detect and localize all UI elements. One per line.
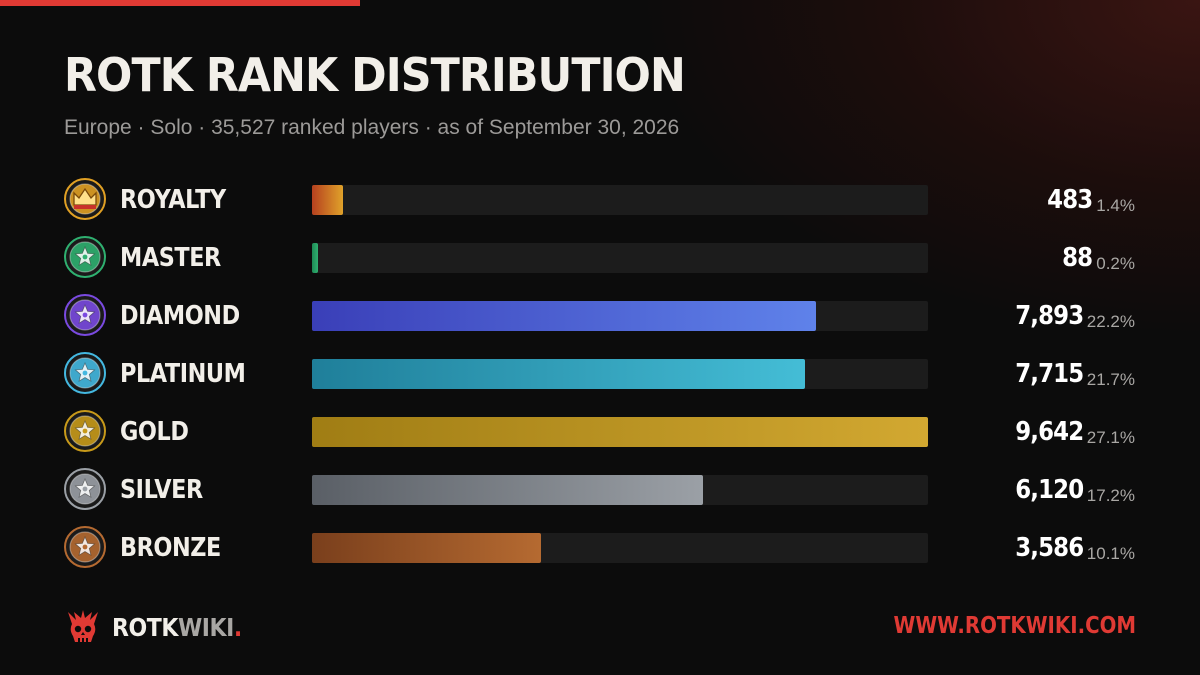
rank-label: SILVER bbox=[120, 475, 203, 505]
logo-wordmark: ROTKWIKI. bbox=[112, 612, 242, 644]
platinum-emblem-icon bbox=[64, 352, 106, 394]
percent-label: 10.1% bbox=[1086, 544, 1135, 563]
logo-text-dot: . bbox=[233, 613, 242, 642]
player-count-label: 88 bbox=[1062, 243, 1093, 273]
rank-stat: 88 0.2% bbox=[1058, 238, 1135, 278]
bar-diamond bbox=[312, 301, 817, 331]
rank-row-gold: GOLD 9,642 27.1% bbox=[0, 410, 1200, 452]
percent-label: 21.7% bbox=[1086, 370, 1135, 389]
rank-stat: 7,893 22.2% bbox=[1006, 296, 1135, 336]
player-count-label: 7,893 bbox=[1014, 301, 1084, 331]
demon-skull-icon bbox=[68, 610, 98, 642]
rank-label: MASTER bbox=[120, 243, 221, 273]
bar-royalty bbox=[312, 185, 343, 215]
player-count-label: 9,642 bbox=[1014, 417, 1084, 447]
rank-stat: 9,642 27.1% bbox=[1006, 412, 1135, 452]
bar-bronze bbox=[312, 533, 542, 563]
footer-url-link[interactable]: WWW.ROTKWIKI.COM bbox=[893, 613, 1136, 639]
rank-stat: 3,586 10.1% bbox=[1006, 528, 1135, 568]
bar-track bbox=[312, 475, 928, 505]
percent-label: 0.2% bbox=[1096, 254, 1135, 273]
crown-icon bbox=[64, 178, 106, 220]
top-accent-bar bbox=[0, 0, 360, 6]
diamond-emblem-icon bbox=[64, 294, 106, 336]
chart-subtitle: Europe · Solo · 35,527 ranked players · … bbox=[64, 116, 680, 139]
bronze-emblem-icon bbox=[64, 526, 106, 568]
rank-label: DIAMOND bbox=[120, 301, 240, 331]
bar-track bbox=[312, 359, 928, 389]
bar-silver bbox=[312, 475, 703, 505]
player-count-label: 6,120 bbox=[1014, 475, 1084, 505]
rank-label: ROYALTY bbox=[120, 185, 226, 215]
logo-text-rotk: ROTK bbox=[112, 613, 178, 642]
rank-stat: 483 1.4% bbox=[1041, 180, 1135, 220]
rank-label: PLATINUM bbox=[120, 359, 246, 389]
percent-label: 22.2% bbox=[1086, 312, 1135, 331]
percent-label: 27.1% bbox=[1086, 428, 1135, 447]
logo-text-wiki: WIKI bbox=[177, 613, 234, 642]
rank-row-master: MASTER 88 0.2% bbox=[0, 236, 1200, 278]
rank-row-silver: SILVER 6,120 17.2% bbox=[0, 468, 1200, 510]
master-emblem-icon bbox=[64, 236, 106, 278]
rank-row-royalty: ROYALTY 483 1.4% bbox=[0, 178, 1200, 220]
player-count-label: 3,586 bbox=[1014, 533, 1084, 563]
bar-track bbox=[312, 417, 928, 447]
rank-label: GOLD bbox=[120, 417, 189, 447]
percent-label: 17.2% bbox=[1086, 486, 1135, 505]
bar-track bbox=[312, 243, 928, 273]
gold-emblem-icon bbox=[64, 410, 106, 452]
bar-track bbox=[312, 185, 928, 215]
rank-row-bronze: BRONZE 3,586 10.1% bbox=[0, 526, 1200, 568]
chart-title: ROTK RANK DISTRIBUTION bbox=[64, 48, 686, 102]
bar-track bbox=[312, 301, 928, 331]
rank-stat: 6,120 17.2% bbox=[1006, 470, 1135, 510]
silver-emblem-icon bbox=[64, 468, 106, 510]
rank-row-platinum: PLATINUM 7,715 21.7% bbox=[0, 352, 1200, 394]
bar-track bbox=[312, 533, 928, 563]
percent-label: 1.4% bbox=[1096, 196, 1135, 215]
player-count-label: 483 bbox=[1047, 185, 1093, 215]
bar-platinum bbox=[312, 359, 805, 389]
rank-stat: 7,715 21.7% bbox=[1006, 354, 1135, 394]
rank-row-diamond: DIAMOND 7,893 22.2% bbox=[0, 294, 1200, 336]
player-count-label: 7,715 bbox=[1014, 359, 1084, 389]
bar-gold bbox=[312, 417, 928, 447]
rank-label: BRONZE bbox=[120, 533, 221, 563]
bar-master bbox=[312, 243, 318, 273]
